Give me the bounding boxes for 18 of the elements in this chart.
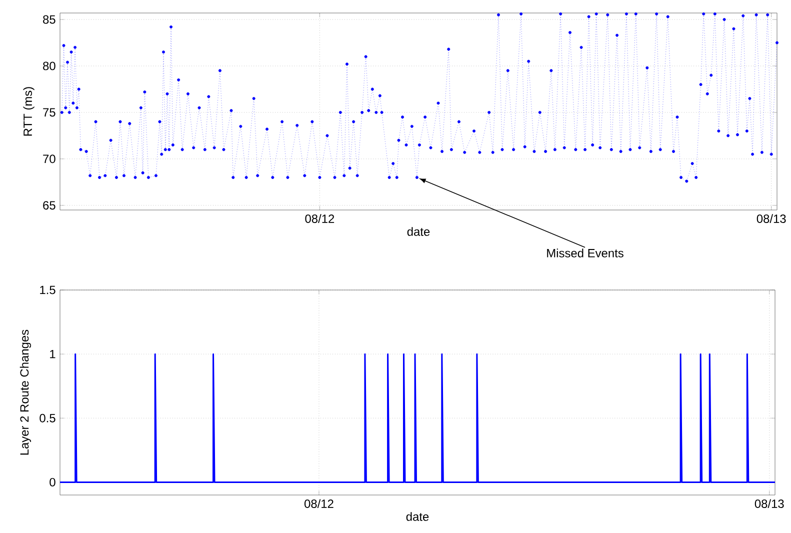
y-axis-title: Layer 2 Route Changes — [20, 330, 32, 455]
y-tick-label: 85 — [43, 15, 56, 24]
y-tick-label: 75 — [43, 108, 56, 117]
y-tick-label: 0.5 — [40, 414, 56, 422]
y-tick-label: 0 — [50, 478, 56, 486]
x-axis-title: date — [406, 512, 429, 521]
x-tick-label: 08/12 — [305, 214, 334, 223]
x-tick-label: 08/13 — [754, 499, 784, 508]
x-tick-label: 08/12 — [304, 499, 334, 508]
y-tick-label: 80 — [43, 62, 56, 70]
y-tick-label: 1.5 — [40, 286, 56, 294]
annotation: Missed Events — [547, 248, 624, 258]
x-tick-label: 08/13 — [756, 214, 786, 223]
y-tick-label: 65 — [43, 201, 56, 210]
x-axis-title: date — [407, 227, 430, 236]
y-axis-title: RTT (ms) — [23, 87, 34, 136]
y-tick-label: 1 — [50, 350, 56, 358]
y-tick-label: 70 — [43, 154, 56, 164]
